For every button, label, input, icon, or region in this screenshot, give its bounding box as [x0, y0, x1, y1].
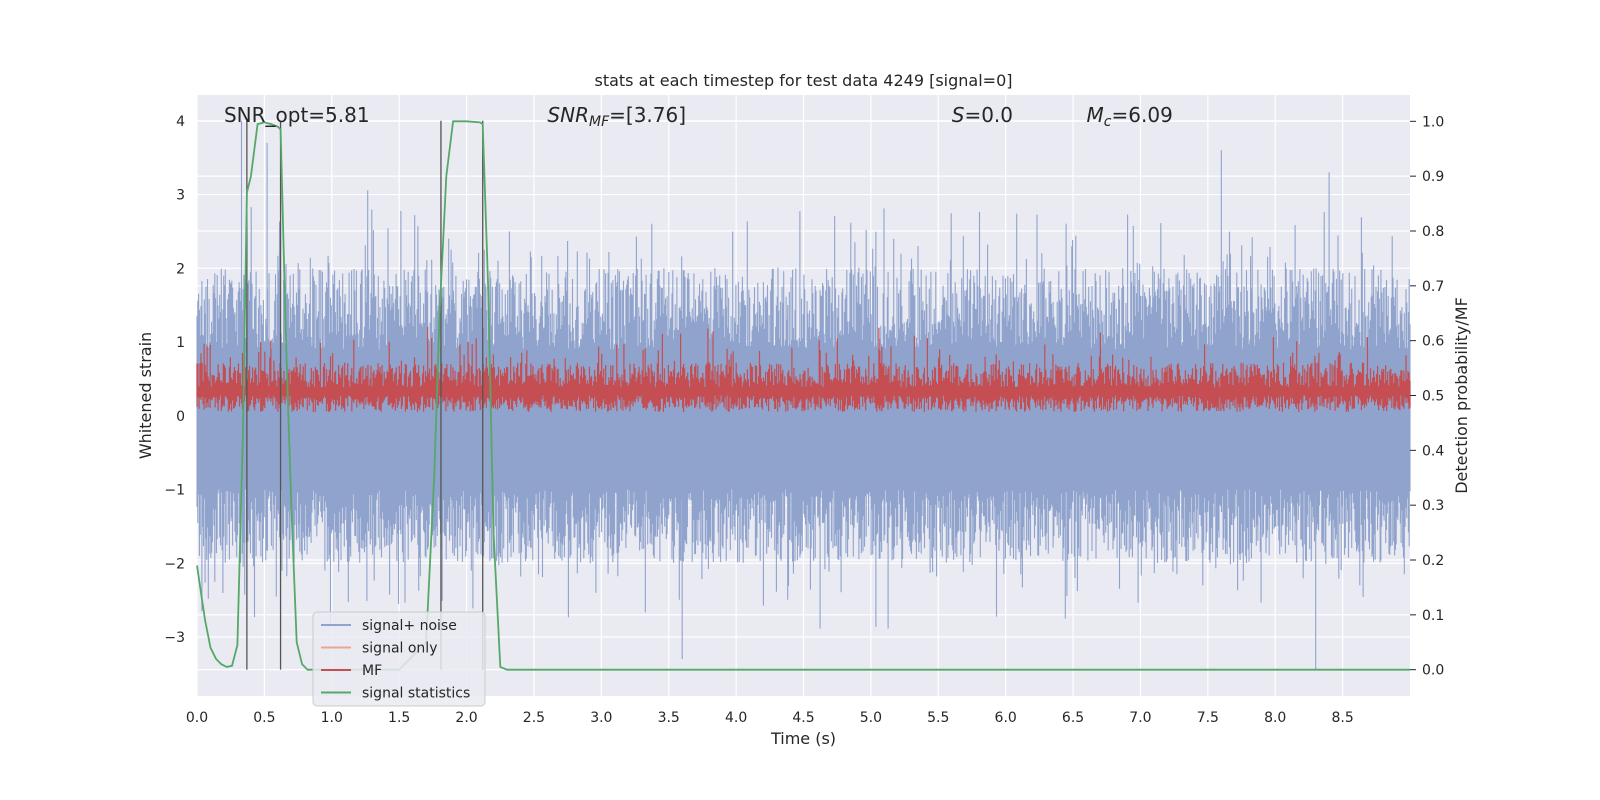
annotation-snr-mf: SNRMF=[3.76]	[547, 103, 686, 130]
mf-line	[196, 326, 1411, 412]
annotation-mc-value: Mc=6.09	[1087, 103, 1173, 130]
y-tick-label: 4	[176, 114, 185, 130]
x-axis-label: Time (s)	[770, 729, 836, 748]
y2-tick-label: 0.6	[1422, 334, 1444, 350]
x-tick-label: 0.0	[186, 710, 208, 726]
y-tick-label: 3	[176, 188, 185, 204]
x-tick-label: 1.0	[321, 710, 343, 726]
legend-label: signal only	[362, 641, 437, 657]
y2-tick-label: 0.3	[1422, 498, 1444, 514]
x-tick-label: 6.5	[1062, 710, 1084, 726]
x-tick-label: 0.5	[253, 710, 275, 726]
y-tick-label: 1	[176, 335, 185, 351]
x-tick-label: 7.0	[1129, 710, 1151, 726]
y2-tick-label: 1.0	[1422, 114, 1444, 130]
annotation-s-value: S=0.0	[952, 103, 1013, 127]
y-axis-ticks: −3 −2 −1 0 1 2 3 4	[164, 114, 185, 646]
chart-title: stats at each timestep for test data 424…	[594, 71, 1012, 90]
annotation-snr-opt: SNR_opt=5.81	[224, 103, 370, 127]
y2-axis-ticks: 0.0 0.1 0.2 0.3 0.4 0.5 0.6 0.7 0.8 0.9 1.0	[1410, 114, 1444, 679]
legend-label: signal+ noise	[362, 618, 457, 634]
y-tick-label: −1	[164, 483, 185, 499]
x-tick-label: 2.0	[455, 710, 477, 726]
x-tick-label: 1.5	[388, 710, 410, 726]
signal-noise-line	[196, 120, 1411, 671]
y2-tick-label: 0.0	[1422, 663, 1444, 679]
annotations: SNR_opt=5.81 SNRMF=[3.76] S=0.0 Mc=6.09	[224, 103, 1173, 130]
y-tick-label: 2	[176, 261, 185, 277]
x-tick-label: 3.0	[590, 710, 612, 726]
y2-tick-label: 0.2	[1422, 553, 1444, 569]
y2-tick-label: 0.4	[1422, 443, 1444, 459]
x-tick-label: 6.0	[995, 710, 1017, 726]
y2-tick-label: 0.7	[1422, 279, 1444, 295]
y-tick-label: −2	[164, 556, 185, 572]
x-tick-label: 5.5	[927, 710, 949, 726]
y-tick-label: 0	[176, 409, 185, 425]
series-signal-noise	[196, 120, 1411, 671]
x-axis-ticks: 0.0 0.5 1.0 1.5 2.0 2.5 3.0 3.5 4.0 4.5 5.0 5.5 6.0 6…	[186, 710, 1354, 726]
x-tick-label: 4.5	[792, 710, 814, 726]
x-tick-label: 2.5	[523, 710, 545, 726]
y-axis-label: Whitened strain	[136, 332, 155, 459]
legend-label: MF	[362, 663, 382, 679]
legend-label: signal statistics	[362, 686, 470, 702]
x-tick-label: 8.5	[1331, 710, 1353, 726]
x-tick-label: 3.5	[658, 710, 680, 726]
x-tick-label: 4.0	[725, 710, 747, 726]
x-tick-label: 7.5	[1197, 710, 1219, 726]
legend-box	[312, 611, 486, 707]
y-tick-label: −3	[164, 630, 185, 646]
y2-tick-label: 0.8	[1422, 224, 1444, 240]
y2-tick-label: 0.5	[1422, 389, 1444, 405]
x-tick-label: 5.0	[860, 710, 882, 726]
y2-tick-label: 0.9	[1422, 169, 1444, 185]
series-mf	[196, 326, 1411, 412]
y2-tick-label: 0.1	[1422, 608, 1444, 624]
x-tick-label: 8.0	[1264, 710, 1286, 726]
y2-axis-label: Detection probability/MF	[1452, 297, 1471, 494]
legend: signal+ noise signal only MF signal statist…	[312, 611, 486, 707]
